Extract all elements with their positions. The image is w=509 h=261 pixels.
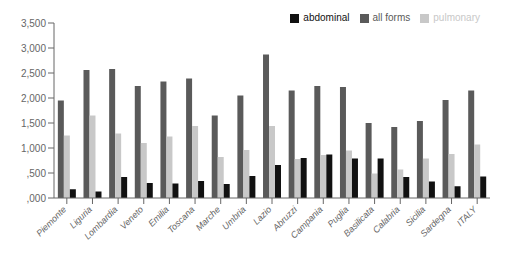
svg-text:Calabria: Calabria (371, 204, 402, 235)
svg-text:Puglia: Puglia (325, 204, 351, 230)
svg-text:2,500: 2,500 (21, 68, 46, 79)
svg-text:,500: ,500 (27, 168, 47, 179)
svg-text:Sardegna: Sardegna (418, 204, 453, 239)
html-text:all forms: all forms (372, 12, 411, 23)
svg-text:2,000: 2,000 (21, 93, 46, 104)
svg-text:Emilia: Emilia (146, 204, 170, 228)
svg-text:Campania: Campania (289, 204, 325, 240)
svg-text:Marche: Marche (194, 204, 222, 232)
svg-text:Basilicata: Basilicata (342, 204, 376, 238)
svg-text:1,000: 1,000 (21, 143, 46, 154)
svg-text:Sicilia: Sicilia (404, 204, 428, 228)
svg-text:ITALY: ITALY (455, 204, 479, 228)
svg-text:Piemonte: Piemonte (34, 204, 68, 238)
html-text:pulmonary: pulmonary (433, 12, 480, 23)
svg-text:Lombardia: Lombardia (82, 204, 119, 241)
html-text:abdominal: abdominal (303, 12, 350, 23)
svg-text:1,500: 1,500 (21, 118, 46, 129)
svg-text:Toscana: Toscana (166, 204, 197, 235)
svg-text:3,000: 3,000 (21, 43, 46, 54)
svg-text:,000: ,000 (27, 193, 47, 204)
svg-text:Umbria: Umbria (220, 204, 248, 232)
svg-text:3,500: 3,500 (21, 18, 46, 29)
svg-text:Abruzzi: Abruzzi (270, 204, 300, 233)
svg-text:Lazio: Lazio (251, 204, 273, 226)
svg-text:Liguria: Liguria (67, 204, 94, 231)
svg-text:Veneto: Veneto (118, 204, 145, 231)
